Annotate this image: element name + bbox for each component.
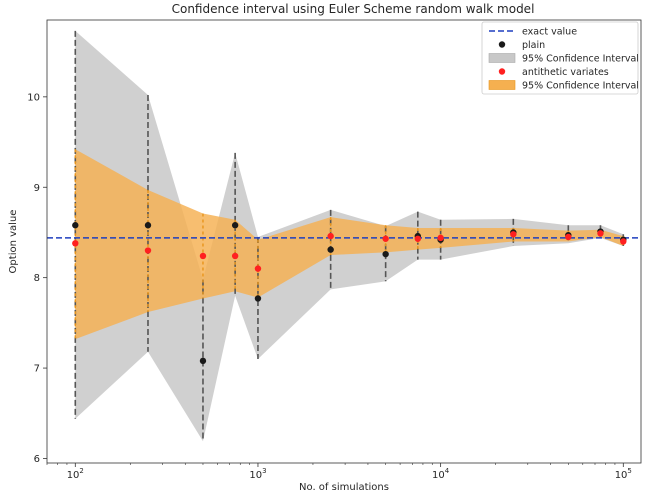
ci-band-antithetic	[75, 149, 624, 340]
x-tick-label: 102	[67, 467, 84, 481]
antithetic-point	[510, 231, 517, 238]
x-axis-label: No. of simulations	[299, 482, 389, 493]
antithetic-point	[231, 252, 239, 260]
x-axis: 102 103 104 105	[46, 463, 632, 481]
antithetic-point	[565, 233, 572, 241]
x-tick-label: 104	[432, 467, 450, 481]
legend-ci-antithetic-marker	[488, 80, 516, 90]
y-tick-label: 6	[34, 454, 40, 465]
antithetic-point	[254, 265, 262, 272]
antithetic-point	[327, 232, 334, 240]
legend-plain-label: plain	[522, 40, 545, 51]
y-tick-label: 7	[34, 364, 40, 375]
antithetic-point	[597, 230, 604, 237]
y-tick-label: 10	[27, 92, 40, 103]
chart-title: Confidence interval using Euler Scheme r…	[172, 2, 535, 16]
antithetic-point	[382, 235, 389, 242]
plot-frame	[46, 19, 642, 464]
legend: exact value plain 95% Confidence Interval a…	[481, 21, 639, 95]
antithetic-point	[72, 240, 79, 247]
plain-point	[254, 295, 262, 302]
legend-ci-plain-marker	[488, 53, 516, 63]
antithetic-point	[144, 247, 152, 254]
antithetic-point	[199, 252, 207, 260]
plain-point	[144, 222, 152, 229]
x-tick-label: 105	[615, 467, 632, 481]
x-tick-label: 103	[249, 467, 266, 481]
y-tick-label: 8	[34, 273, 40, 284]
antithetic-point	[414, 235, 422, 242]
antithetic-point	[437, 234, 444, 242]
y-axis-label: Option value	[8, 210, 19, 274]
legend-box	[481, 21, 639, 95]
antithetic-point	[620, 238, 627, 245]
legend-antithetic-marker	[498, 68, 506, 75]
legend-ci-antithetic-label: 95% Confidence Interval	[522, 80, 639, 91]
plot-area	[47, 30, 641, 442]
plain-point	[382, 250, 389, 258]
plain-point	[199, 357, 207, 365]
legend-ci-plain-label: 95% Confidence Interval	[522, 53, 639, 64]
legend-exact-value-label: exact value	[522, 26, 577, 37]
y-axis: 6 7 8 9 10	[27, 92, 47, 465]
plain-point	[327, 246, 334, 253]
plain-point	[231, 222, 239, 229]
legend-plain-marker	[498, 41, 506, 48]
legend-antithetic-label: antithetic variates	[522, 67, 609, 78]
plain-point	[72, 222, 79, 229]
y-tick-label: 9	[34, 183, 40, 194]
plot-content	[47, 30, 641, 442]
